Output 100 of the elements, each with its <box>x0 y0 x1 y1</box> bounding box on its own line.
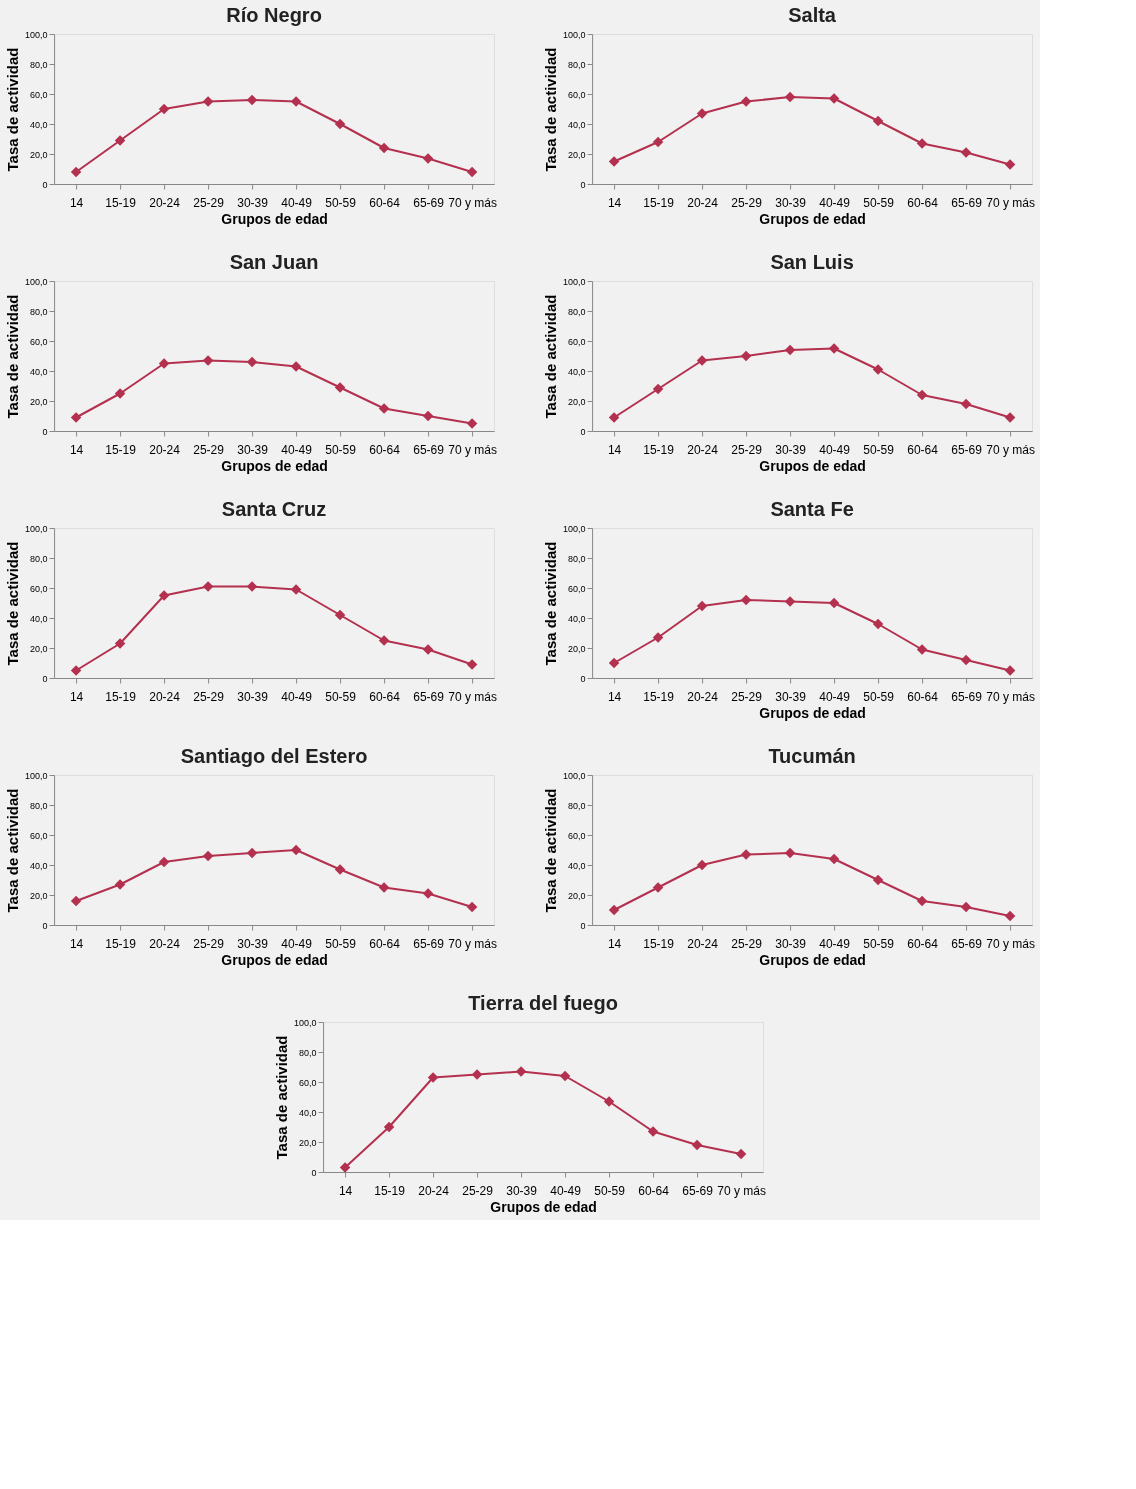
x-tick-label: 30-39 <box>237 195 269 210</box>
x-tick-label: 14 <box>607 442 622 457</box>
point <box>290 361 302 372</box>
x-tick-label: 70 y más <box>986 195 1035 210</box>
x-tick-label: 25-29 <box>731 442 763 457</box>
x-tick-label: 15-19 <box>643 195 675 210</box>
x-tick-label: 60-64 <box>907 442 939 457</box>
x-tick-label: 50-59 <box>863 442 895 457</box>
y-tick-label: 60,0 <box>568 89 586 100</box>
point <box>515 1066 527 1077</box>
chart-title: Tucumán <box>768 745 856 767</box>
point <box>652 632 664 643</box>
x-tick-label: 25-29 <box>731 936 763 951</box>
x-tick-label: 14 <box>607 689 622 704</box>
x-tick-label: 60-64 <box>369 689 401 704</box>
y-tick-label: 0 <box>311 1167 317 1178</box>
y-tick-label: 40,0 <box>299 1107 317 1118</box>
y-tick-label: 100,0 <box>563 276 586 287</box>
point <box>471 1069 483 1080</box>
x-tick-label: 20-24 <box>687 689 719 704</box>
point <box>652 882 664 893</box>
chart-title: San Luis <box>770 251 854 273</box>
point <box>960 147 972 158</box>
point <box>603 1096 615 1107</box>
y-tick-label: 80,0 <box>568 306 586 317</box>
x-tick-label: 50-59 <box>594 1183 626 1198</box>
x-tick-label: 25-29 <box>193 936 225 951</box>
y-tick-label: 40,0 <box>568 860 586 871</box>
y-tick-label: 40,0 <box>568 119 586 130</box>
x-axis-title: Grupos de edad <box>490 1198 597 1215</box>
point <box>427 1072 439 1083</box>
x-tick-label: 50-59 <box>325 936 357 951</box>
y-axis-title: Tasa de actividad <box>542 47 560 172</box>
x-tick-label: 25-29 <box>462 1183 494 1198</box>
point <box>784 847 796 859</box>
x-tick-label: 60-64 <box>907 689 939 704</box>
x-tick-label: 70 y más <box>448 936 497 951</box>
point <box>1004 159 1016 170</box>
x-tick-label: 30-39 <box>775 195 807 210</box>
point <box>740 350 752 362</box>
point <box>70 665 82 676</box>
x-tick-label: 70 y más <box>986 936 1035 951</box>
x-tick-label: 65-69 <box>951 689 983 704</box>
point <box>202 96 214 107</box>
chart-title: Salta <box>788 4 837 26</box>
point <box>334 118 346 130</box>
x-tick-label: 14 <box>69 195 84 210</box>
x-tick-label: 70 y más <box>986 689 1035 704</box>
point <box>916 389 928 401</box>
y-tick-label: 20,0 <box>568 890 586 901</box>
y-tick-label: 0 <box>42 673 48 684</box>
point <box>647 1126 659 1137</box>
point <box>872 618 884 630</box>
x-tick-label: 30-39 <box>775 936 807 951</box>
point <box>960 654 972 666</box>
point <box>828 597 840 609</box>
x-tick-label: 50-59 <box>863 936 895 951</box>
y-tick-label: 40,0 <box>568 366 586 377</box>
point <box>608 904 620 916</box>
y-axis-title: Tasa de actividad <box>273 1035 291 1160</box>
point <box>735 1148 747 1160</box>
point <box>246 94 258 106</box>
y-tick-label: 60,0 <box>30 583 48 594</box>
point <box>339 1162 351 1173</box>
x-tick-label: 60-64 <box>907 936 939 951</box>
point <box>740 849 752 860</box>
x-tick-label: 15-19 <box>643 936 675 951</box>
point <box>70 412 82 423</box>
y-tick-label: 60,0 <box>30 336 48 347</box>
point <box>696 600 708 612</box>
y-tick-label: 60,0 <box>30 830 48 841</box>
point <box>202 581 214 592</box>
x-tick-label: 30-39 <box>237 689 269 704</box>
point <box>114 879 126 890</box>
point <box>960 901 972 913</box>
x-tick-label: 40-49 <box>281 689 313 704</box>
x-tick-label: 40-49 <box>819 195 851 210</box>
x-tick-label: 50-59 <box>863 195 895 210</box>
x-tick-label: 70 y más <box>448 195 497 210</box>
y-tick-label: 80,0 <box>568 59 586 70</box>
x-tick-label: 30-39 <box>237 936 269 951</box>
y-tick-label: 0 <box>42 426 48 437</box>
y-tick-label: 80,0 <box>30 59 48 70</box>
x-tick-label: 65-69 <box>413 689 445 704</box>
x-tick-label: 15-19 <box>105 442 137 457</box>
point <box>114 638 126 649</box>
point <box>422 153 434 164</box>
point <box>378 142 390 154</box>
point <box>784 596 796 607</box>
y-tick-label: 0 <box>580 673 586 684</box>
y-axis-title: Tasa de actividad <box>542 788 560 913</box>
y-axis-title: Tasa de actividad <box>4 541 22 666</box>
x-tick-label: 40-49 <box>819 442 851 457</box>
y-tick-label: 0 <box>580 920 586 931</box>
x-tick-label: 14 <box>69 689 84 704</box>
chart-title: Santa Cruz <box>221 498 327 520</box>
x-tick-label: 60-64 <box>369 936 401 951</box>
point <box>290 584 302 595</box>
x-axis-title: Grupos de edad <box>221 951 328 968</box>
point <box>246 356 258 368</box>
